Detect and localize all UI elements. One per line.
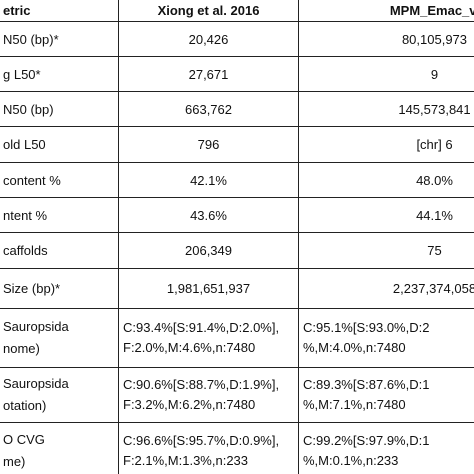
value-cell: 9 xyxy=(298,56,474,92)
cell-line: Sauropsida xyxy=(3,376,69,391)
value-cell: 27,671 xyxy=(118,56,299,92)
header-cell: Xiong et al. 2016 xyxy=(118,0,299,22)
cell-line: C:95.1%[S:93.0%,D:2 xyxy=(303,320,430,335)
value-cell: 1,981,651,937 xyxy=(118,268,299,309)
cell-line: C:96.6%[S:95.7%,D:0.9%], xyxy=(123,432,280,448)
cell-line: F:3.2%,M:6.2%,n:7480 xyxy=(123,397,256,412)
value-cell: 20,426 xyxy=(118,21,299,57)
cell-line: otation) xyxy=(3,398,47,413)
table-row: caffolds 206,349 75 xyxy=(0,232,474,269)
value-cell: 796 xyxy=(118,126,299,163)
cell-line: %,M:7.1%,n:7480 xyxy=(303,397,406,412)
value-cell: 48.0% xyxy=(298,162,474,198)
value-cell: 75 xyxy=(298,232,474,269)
cell-line: me) xyxy=(3,453,26,469)
table-row: g L50* 27,671 9 xyxy=(0,56,474,92)
cell-line: %,M:4.0%,n:7480 xyxy=(303,340,406,355)
metric-cell: N50 (bp) xyxy=(0,91,119,127)
metric-cell: O CVG me) xyxy=(0,422,119,474)
table-row: N50 (bp)* 20,426 80,105,973 xyxy=(0,21,474,57)
value-cell: 206,349 xyxy=(118,232,299,269)
value-cell: C:99.2%[S:97.9%,D:1 %,M:0.1%,n:233 xyxy=(298,422,474,474)
cell-line: nome) xyxy=(3,341,40,356)
metric-cell: content % xyxy=(0,162,119,198)
table-row: old L50 796 [chr] 6 xyxy=(0,126,474,163)
cell-line: C:89.3%[S:87.6%,D:1 xyxy=(303,377,430,392)
cell-line: F:2.1%,M:1.3%,n:233 xyxy=(123,452,249,468)
metric-cell: N50 (bp)* xyxy=(0,21,119,57)
table-row: Sauropsida otation) C:90.6%[S:88.7%,D:1.9%… xyxy=(0,367,474,423)
value-cell: C:96.6%[S:95.7%,D:0.9%], F:2.1%,M:1.3%,n:… xyxy=(118,422,299,474)
table-row: content % 42.1% 48.0% xyxy=(0,162,474,198)
value-cell: 42.1% xyxy=(118,162,299,198)
header-row: etric Xiong et al. 2016 MPM_Emac_v. xyxy=(0,0,474,22)
metric-cell: ntent % xyxy=(0,197,119,233)
header-cell: etric xyxy=(0,0,119,22)
table-row: O CVG me) C:96.6%[S:95.7%,D:0.9%], F:2.1%,M… xyxy=(0,422,474,474)
table-row: Size (bp)* 1,981,651,937 2,237,374,058 xyxy=(0,268,474,309)
value-cell: 2,237,374,058 xyxy=(298,268,474,309)
value-cell: C:89.3%[S:87.6%,D:1 %,M:7.1%,n:7480 xyxy=(298,367,474,423)
cell-line: %,M:0.1%,n:233 xyxy=(303,452,399,468)
value-cell: 663,762 xyxy=(118,91,299,127)
cell-line: C:93.4%[S:91.4%,D:2.0%], xyxy=(123,320,280,335)
value-cell: [chr] 6 xyxy=(298,126,474,163)
cell-line: F:2.0%,M:4.6%,n:7480 xyxy=(123,340,256,355)
cell-line: C:90.6%[S:88.7%,D:1.9%], xyxy=(123,377,280,392)
value-cell: 43.6% xyxy=(118,197,299,233)
value-cell: 44.1% xyxy=(298,197,474,233)
value-cell: C:95.1%[S:93.0%,D:2 %,M:4.0%,n:7480 xyxy=(298,308,474,368)
value-cell: C:93.4%[S:91.4%,D:2.0%], F:2.0%,M:4.6%,n:… xyxy=(118,308,299,368)
value-cell: 145,573,841 xyxy=(298,91,474,127)
metric-cell: g L50* xyxy=(0,56,119,92)
cell-line: C:99.2%[S:97.9%,D:1 xyxy=(303,432,430,448)
value-cell: C:90.6%[S:88.7%,D:1.9%], F:3.2%,M:6.2%,n:… xyxy=(118,367,299,423)
cell-line: O CVG xyxy=(3,431,45,447)
table-row: ntent % 43.6% 44.1% xyxy=(0,197,474,233)
table-row: N50 (bp) 663,762 145,573,841 xyxy=(0,91,474,127)
metric-cell: old L50 xyxy=(0,126,119,163)
metric-cell: Sauropsida nome) xyxy=(0,308,119,368)
header-cell: MPM_Emac_v. xyxy=(298,0,474,22)
metric-cell: caffolds xyxy=(0,232,119,269)
metric-cell: Sauropsida otation) xyxy=(0,367,119,423)
value-cell: 80,105,973 xyxy=(298,21,474,57)
metric-cell: Size (bp)* xyxy=(0,268,119,309)
table-row: Sauropsida nome) C:93.4%[S:91.4%,D:2.0%], F… xyxy=(0,308,474,368)
cell-line: Sauropsida xyxy=(3,319,69,334)
